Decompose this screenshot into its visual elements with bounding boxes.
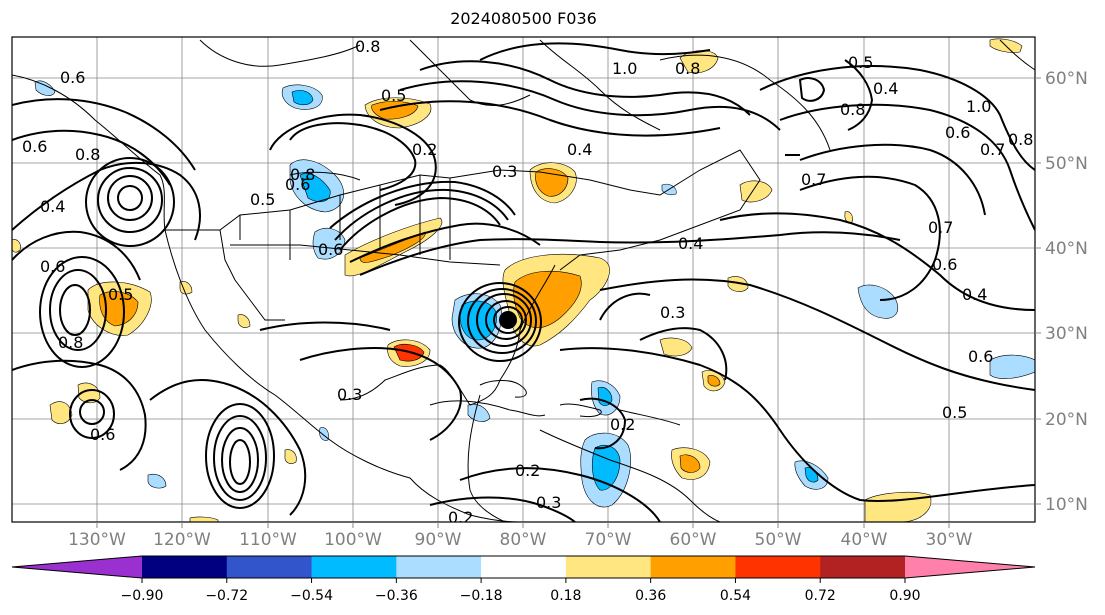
colorbar-segment [650,556,736,578]
colorbar-tick-label: 0.18 [550,588,581,604]
colorbar-tick-labels: −0.90 −0.72 −0.54 −0.36 −0.18 0.18 0.36 0.54 0.7… [121,588,921,604]
lat-label: 40°N [1045,239,1088,259]
contour-label: 0.6 [40,257,65,276]
contour-label: 0.5 [942,403,967,422]
contour-label: 0.7 [928,218,953,237]
contour-label: 0.3 [536,493,561,512]
contour-label: 0.2 [610,415,635,434]
contour-label: 0.5 [848,53,873,72]
contour-labels: 0.8 0.5 1.0 0.8 0.5 0.4 0.8 1.0 0.6 0.7 … [22,37,1033,527]
contour-label: 0.5 [250,190,275,209]
lon-label: 120°W [153,530,211,550]
contour-label: 0.6 [60,68,85,87]
contour-label: 0.4 [873,79,898,98]
colorbar [11,555,1036,583]
contour-label: 1.0 [966,97,991,116]
colorbar-tick-label: −0.90 [121,588,164,604]
contour-label: 0.8 [840,100,865,119]
colorbar-tick-label: 0.36 [635,588,666,604]
colorbar-tick-label: 0.90 [889,588,920,604]
contour-label: 0.7 [801,170,826,189]
lon-label: 30°W [926,530,973,550]
colorbar-tick-label: −0.54 [290,588,333,604]
lat-label: 20°N [1045,410,1088,430]
contour-label: 0.8 [675,59,700,78]
colorbar-extend-min [12,556,142,578]
lon-label: 100°W [324,530,382,550]
contour-label: 0.6 [285,175,310,194]
colorbar-segment [735,556,821,578]
colorbar-segment [311,556,397,578]
contour-label: 0.6 [318,240,343,259]
lat-label: 30°N [1045,324,1088,344]
colorbar-segment [396,556,482,578]
contour-label: 1.0 [612,59,637,78]
contour-label: 0.6 [90,425,115,444]
colorbar-tick-label: −0.18 [460,588,503,604]
lon-label: 80°W [500,530,547,550]
chart-title: 2024080500 F036 [450,9,597,28]
lat-label: 10°N [1045,495,1088,515]
colorbar-segment [142,556,228,578]
contour-label: 0.2 [448,508,473,527]
longitude-ticks [96,522,950,528]
contour-label: 0.4 [678,234,703,253]
colorbar-segment [820,556,906,578]
colorbar-segment [481,556,567,578]
lat-label: 50°N [1045,154,1088,174]
latitude-ticks [1035,77,1041,505]
lon-label: 40°W [841,530,888,550]
contour-label: 0.2 [515,461,540,480]
contour-label: 0.4 [962,285,987,304]
contour-label: 0.7 [980,140,1005,159]
contour-label: 0.2 [412,140,437,159]
colorbar-segment [565,556,652,578]
contour-label: 0.4 [40,197,65,216]
contour-label: 0.6 [945,123,970,142]
contour-label: 0.8 [290,165,315,184]
lon-label: 50°W [755,530,802,550]
latitude-labels: 60°N 50°N 40°N 30°N 20°N 10°N [1045,69,1088,515]
contour-label: 0.6 [22,137,47,156]
contour-label: 0.8 [355,37,380,56]
contour-label: 0.4 [567,140,592,159]
lon-label: 130°W [68,530,126,550]
colorbar-tick-label: −0.72 [205,588,248,604]
colorbar-segment [226,556,313,578]
contour-label: 0.5 [381,86,406,105]
lon-label: 60°W [670,530,717,550]
lat-label: 60°N [1045,69,1088,89]
contour-label: 0.8 [75,145,100,164]
longitude-labels: 130°W 120°W 110°W 100°W 90°W 80°W 70°W 6… [68,530,973,550]
contour-label: 0.3 [492,162,517,181]
colorbar-tick-label: 0.54 [720,588,751,604]
contour-label: 0.5 [108,285,133,304]
coastlines [12,39,1035,522]
contour-label: 0.8 [1008,130,1033,149]
contour-label: 0.6 [968,347,993,366]
lon-label: 110°W [239,530,297,550]
contour-label: 0.3 [660,303,685,322]
colorbar-tick-label: 0.72 [805,588,836,604]
contour-label: 0.6 [932,255,957,274]
contour-label: 0.8 [58,333,83,352]
colorbar-tick-label: −0.36 [375,588,418,604]
lon-label: 70°W [585,530,632,550]
contour-label: 0.3 [337,385,362,404]
contour-lines [12,42,1035,522]
colorbar-extend-max [905,556,1035,578]
lon-label: 90°W [415,530,462,550]
